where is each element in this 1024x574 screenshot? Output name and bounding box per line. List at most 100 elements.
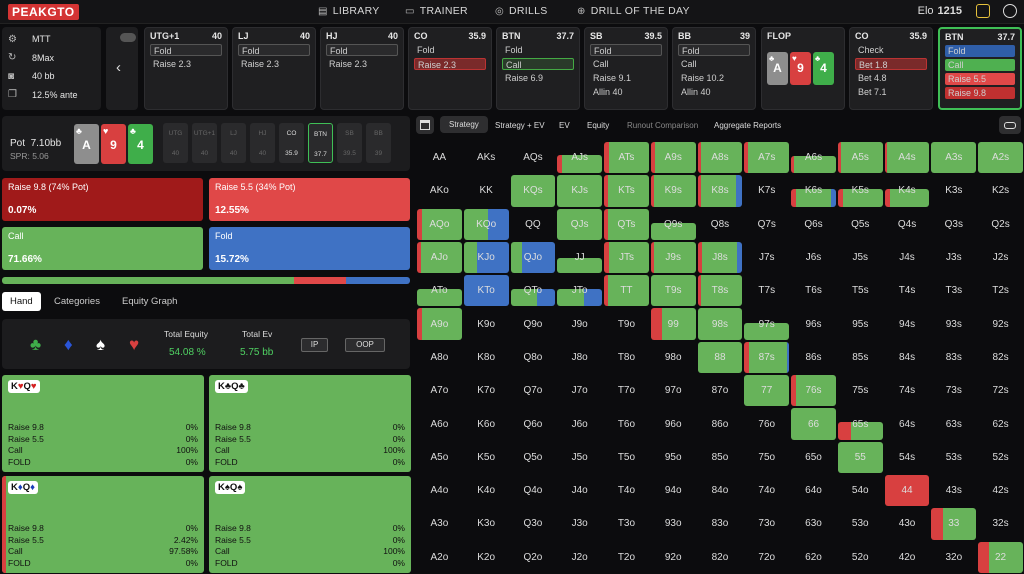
hand-cell-tt[interactable]: TT <box>603 274 650 307</box>
hand-cell-k8s[interactable]: K8s <box>697 174 744 207</box>
hand-cell-ats[interactable]: ATs <box>603 141 650 174</box>
hand-cell-kqo[interactable]: KQo <box>463 208 510 241</box>
position-card-co[interactable]: CO 35.9 Check Bet 1.8 Bet 4.8 Bet 7.1 <box>849 27 933 110</box>
action-option[interactable]: Raise 2.3 <box>241 59 280 69</box>
action-option[interactable]: Raise 2.3 <box>329 59 368 69</box>
hand-cell-kjs[interactable]: KJs <box>556 174 603 207</box>
action-option[interactable]: Fold <box>505 45 523 55</box>
hand-cell-95s[interactable]: 95s <box>837 307 884 340</box>
hand-cell-63o[interactable]: 63o <box>790 507 837 540</box>
hand-cell-74s[interactable]: 74s <box>884 374 931 407</box>
hand-cell-76o[interactable]: 76o <box>743 407 790 440</box>
hand-cell-53s[interactable]: 53s <box>930 441 977 474</box>
hand-cell-a6o[interactable]: A6o <box>416 407 463 440</box>
tab-equity-graph[interactable]: Equity Graph <box>122 296 178 307</box>
action-option[interactable]: Raise 2.3 <box>414 58 486 70</box>
hand-cell-97o[interactable]: 97o <box>650 374 697 407</box>
position-card-hj[interactable]: HJ 40 Fold Raise 2.3 <box>320 27 404 110</box>
action-option[interactable]: Fold <box>678 44 750 56</box>
action-option[interactable]: Bet 4.8 <box>858 73 887 83</box>
action-option[interactable]: Call <box>681 59 697 69</box>
hand-cell-t6o[interactable]: T6o <box>603 407 650 440</box>
hand-cell-k6o[interactable]: K6o <box>463 407 510 440</box>
hand-cell-83o[interactable]: 83o <box>697 507 744 540</box>
chat-icon[interactable] <box>976 4 990 18</box>
hand-cell-42o[interactable]: 42o <box>884 541 931 574</box>
hand-cell-aqs[interactable]: AQs <box>510 141 557 174</box>
action-option[interactable]: Fold <box>417 45 435 55</box>
hand-cell-93s[interactable]: 93s <box>930 307 977 340</box>
hand-cell-q5s[interactable]: Q5s <box>837 208 884 241</box>
hand-cell-k5o[interactable]: K5o <box>463 441 510 474</box>
hand-cell-k7o[interactable]: K7o <box>463 374 510 407</box>
hand-cell-jto[interactable]: JTo <box>556 274 603 307</box>
hand-cell-22[interactable]: 22 <box>977 541 1024 574</box>
nav-drill-of-the-day[interactable]: ⊕ DRILL OF THE DAY <box>577 5 690 17</box>
seat-hj[interactable]: HJ 40 <box>250 123 275 163</box>
hand-cell-ajs[interactable]: AJs <box>556 141 603 174</box>
oop-toggle[interactable]: OOP <box>345 338 385 352</box>
hand-cell-t9s[interactable]: T9s <box>650 274 697 307</box>
hand-cell-77[interactable]: 77 <box>743 374 790 407</box>
hand-cell-99[interactable]: 99 <box>650 307 697 340</box>
hand-cell-a4o[interactable]: A4o <box>416 474 463 507</box>
action-option[interactable]: Raise 5.5 <box>945 73 1015 85</box>
hand-cell-32o[interactable]: 32o <box>930 541 977 574</box>
hand-cell-k7s[interactable]: K7s <box>743 174 790 207</box>
action-option[interactable]: Fold <box>590 44 662 56</box>
hand-cell-98s[interactable]: 98s <box>697 307 744 340</box>
hand-cell-52s[interactable]: 52s <box>977 441 1024 474</box>
combo-card[interactable]: K♣Q♣ Raise 9.8 0% Raise 5.5 0% Call 100% FOLD 0% <box>209 375 411 472</box>
hand-cell-88[interactable]: 88 <box>697 341 744 374</box>
action-block-raise-1[interactable]: Raise 5.5 (34% Pot) 12.55% <box>209 178 410 221</box>
action-option[interactable]: Allin 40 <box>681 87 711 97</box>
hand-cell-a8s[interactable]: A8s <box>697 141 744 174</box>
seat-co[interactable]: CO 35.9 <box>279 123 304 163</box>
hand-cell-kto[interactable]: KTo <box>463 274 510 307</box>
hand-cell-a7s[interactable]: A7s <box>743 141 790 174</box>
hand-cell-t7s[interactable]: T7s <box>743 274 790 307</box>
hand-cell-t7o[interactable]: T7o <box>603 374 650 407</box>
action-option[interactable]: Fold <box>150 44 222 56</box>
user-icon[interactable] <box>1003 4 1017 18</box>
action-option[interactable]: Allin 40 <box>593 87 623 97</box>
hand-cell-86o[interactable]: 86o <box>697 407 744 440</box>
action-option[interactable]: Call <box>945 59 1015 71</box>
hand-cell-84s[interactable]: 84s <box>884 341 931 374</box>
tab-hand[interactable]: Hand <box>2 292 41 311</box>
hand-cell-q4o[interactable]: Q4o <box>510 474 557 507</box>
hand-cell-aks[interactable]: AKs <box>463 141 510 174</box>
hand-cell-a5o[interactable]: A5o <box>416 441 463 474</box>
hand-cell-j2o[interactable]: J2o <box>556 541 603 574</box>
hand-cell-j8o[interactable]: J8o <box>556 341 603 374</box>
hand-cell-93o[interactable]: 93o <box>650 507 697 540</box>
hand-cell-82o[interactable]: 82o <box>697 541 744 574</box>
hand-cell-jts[interactable]: JTs <box>603 241 650 274</box>
hand-cell-52o[interactable]: 52o <box>837 541 884 574</box>
hand-cell-87o[interactable]: 87o <box>697 374 744 407</box>
hand-cell-95o[interactable]: 95o <box>650 441 697 474</box>
hand-cell-k3s[interactable]: K3s <box>930 174 977 207</box>
hand-cell-kqs[interactable]: KQs <box>510 174 557 207</box>
hand-cell-qjo[interactable]: QJo <box>510 241 557 274</box>
action-option[interactable]: Raise 10.2 <box>681 73 725 83</box>
hand-cell-98o[interactable]: 98o <box>650 341 697 374</box>
hand-cell-t2s[interactable]: T2s <box>977 274 1024 307</box>
hand-cell-ato[interactable]: ATo <box>416 274 463 307</box>
hand-cell-j2s[interactable]: J2s <box>977 241 1024 274</box>
hand-cell-75o[interactable]: 75o <box>743 441 790 474</box>
combo-card[interactable]: K♥Q♥ Raise 9.8 0% Raise 5.5 0% Call 100% FOLD 0% <box>2 375 204 472</box>
tab-runout-comparison[interactable]: Runout Comparison <box>627 121 699 130</box>
hand-cell-92o[interactable]: 92o <box>650 541 697 574</box>
tab-equity[interactable]: Equity <box>587 121 610 130</box>
hand-cell-j6o[interactable]: J6o <box>556 407 603 440</box>
position-card-btn[interactable]: BTN 37.7 Fold Call Raise 5.5 Raise 9.8 <box>938 27 1022 110</box>
hand-cell-k2o[interactable]: K2o <box>463 541 510 574</box>
position-card-btn[interactable]: BTN 37.7 Fold Call Raise 6.9 <box>496 27 580 110</box>
seat-utg-plus-1[interactable]: UTG+1 40 <box>192 123 217 163</box>
hand-cell-a2o[interactable]: A2o <box>416 541 463 574</box>
action-option[interactable]: Raise 2.3 <box>153 59 192 69</box>
position-card-flop[interactable]: FLOP ♣ A ♥ 9 ♣ 4 <box>761 27 845 110</box>
hand-cell-87s[interactable]: 87s <box>743 341 790 374</box>
hand-cell-q4s[interactable]: Q4s <box>884 208 931 241</box>
